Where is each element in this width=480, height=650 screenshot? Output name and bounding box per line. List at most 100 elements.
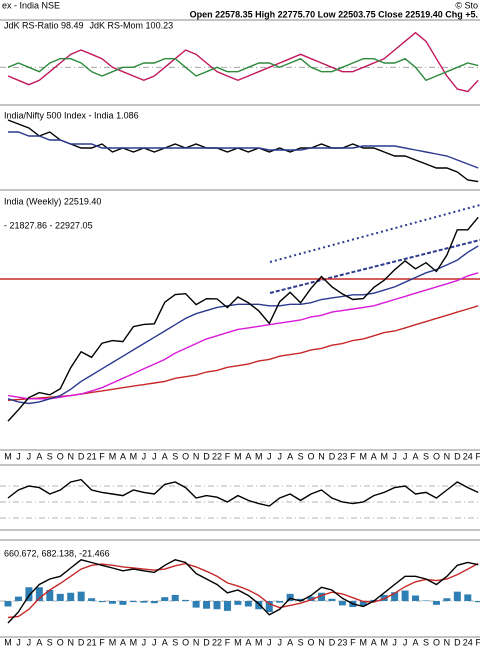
x-tick-label: 22 [212, 451, 222, 461]
x-tick-label: A [245, 637, 251, 647]
x-tick-label: O [57, 637, 64, 647]
histogram-bar [119, 601, 127, 605]
x-tick-label: M [380, 451, 388, 461]
panel-title: India (Weekly) 22519.40 [4, 196, 101, 206]
histogram-bar [213, 601, 221, 610]
x-tick-label: M [255, 637, 263, 647]
x-tick-label: D [78, 637, 85, 647]
x-tick-label: J [392, 637, 397, 647]
histogram-bar [98, 601, 106, 603]
legend-entry: JdK RS-Ratio 98.49 [4, 20, 84, 30]
series-line [7, 57, 479, 82]
histogram-bar [35, 587, 43, 601]
x-tick-label: J [152, 451, 157, 461]
x-tick-label: N [444, 451, 451, 461]
histogram-bar [338, 601, 346, 606]
histogram-bar [422, 600, 430, 601]
x-tick-label: D [454, 637, 461, 647]
histogram-bar [318, 592, 325, 601]
x-tick-label: M [380, 637, 388, 647]
x-tick-label: 21 [87, 637, 97, 647]
x-tick-label: D [329, 451, 336, 461]
histogram-bar [67, 592, 75, 601]
x-tick-label: 22 [212, 637, 222, 647]
histogram-bar [307, 596, 315, 601]
panel-title: 660.672, 682.138, -21.466 [4, 548, 110, 558]
histogram-bar [276, 601, 284, 603]
histogram-bar [223, 601, 231, 611]
x-tick-label: N [67, 637, 74, 647]
x-tick-label: S [298, 637, 304, 647]
x-tick-label: 23 [337, 451, 347, 461]
x-tick-label: A [413, 637, 419, 647]
x-tick-label: J [16, 451, 21, 461]
x-tick-label: A [36, 637, 42, 647]
x-tick-label: J [403, 451, 408, 461]
x-tick-label: M [234, 637, 242, 647]
x-tick-label: J [277, 637, 282, 647]
histogram-bar [203, 601, 211, 609]
x-tick-label: 24 [463, 637, 473, 647]
x-tick-label: A [371, 451, 377, 461]
x-tick-label: S [298, 451, 304, 461]
x-tick-label: F [225, 637, 231, 647]
trend-line [269, 204, 480, 263]
x-tick-label: S [423, 637, 429, 647]
histogram-bar [265, 601, 273, 612]
x-tick-label: S [423, 451, 429, 461]
x-tick-label: N [444, 637, 451, 647]
legend-entry: JdK RS-Mom 100.23 [90, 20, 174, 30]
x-tick-label: A [120, 451, 126, 461]
x-tick-label: D [203, 451, 210, 461]
x-tick-label: A [162, 637, 168, 647]
x-tick-label: O [308, 637, 315, 647]
x-tick-label: N [193, 637, 200, 647]
series-line [7, 216, 479, 422]
x-tick-label: M [4, 637, 12, 647]
symbol-title: ex - India NSE [2, 0, 60, 10]
histogram-bar [412, 595, 420, 601]
x-tick-label: M [109, 637, 117, 647]
x-tick-label: 21 [87, 451, 97, 461]
histogram-bar [297, 598, 305, 601]
histogram-bar [464, 594, 472, 601]
x-tick-label: A [413, 451, 419, 461]
histogram-bar [46, 590, 54, 601]
series-line [7, 119, 479, 183]
histogram-bar [255, 601, 263, 610]
histogram-bar [474, 601, 480, 603]
series-line [7, 562, 479, 619]
histogram-bar [182, 599, 190, 601]
histogram-bar [109, 601, 116, 604]
histogram-bar [129, 601, 137, 603]
x-tick-label: J [27, 637, 32, 647]
histogram-bar [14, 596, 22, 601]
histogram-bar [391, 592, 399, 601]
histogram-bar [56, 593, 64, 601]
x-tick-label: J [277, 451, 282, 461]
x-tick-label: J [16, 637, 21, 647]
histogram-bar [25, 587, 33, 601]
x-tick-label: M [130, 451, 138, 461]
x-tick-label: A [120, 637, 126, 647]
legend-entry: India/Nifty 500 Index - India 1.086 [4, 110, 139, 120]
histogram-bar [286, 593, 294, 601]
series-line [7, 305, 479, 401]
x-tick-label: A [287, 451, 293, 461]
series-line [7, 478, 479, 507]
x-tick-label: F [350, 637, 356, 647]
x-tick-label: M [360, 637, 368, 647]
histogram-bar [140, 601, 148, 603]
x-tick-label: 24 [463, 451, 473, 461]
histogram-bar [401, 590, 409, 601]
x-tick-label: O [433, 451, 440, 461]
histogram-bar [4, 601, 12, 607]
x-tick-label: J [267, 637, 272, 647]
x-tick-label: D [78, 451, 85, 461]
x-tick-label: M [4, 451, 12, 461]
x-tick-label: O [182, 451, 189, 461]
x-tick-label: M [255, 451, 263, 461]
histogram-bar [244, 601, 252, 607]
